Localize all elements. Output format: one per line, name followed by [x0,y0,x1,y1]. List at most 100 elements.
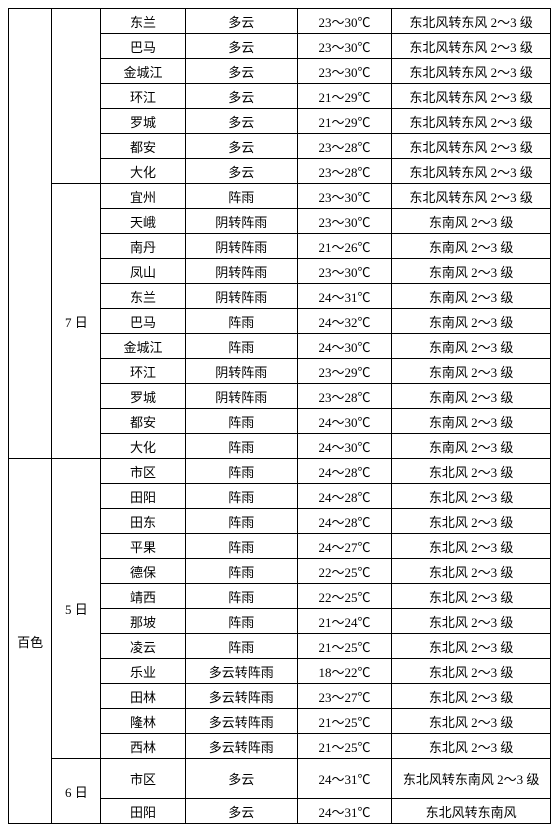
weather-cell: 多云 [185,34,297,59]
weather-cell: 阴转阵雨 [185,359,297,384]
region-cell: 百色 [9,459,52,824]
location-cell: 凌云 [101,634,185,659]
location-cell: 田阳 [101,484,185,509]
weather-cell: 多云转阵雨 [185,659,297,684]
weather-cell: 阵雨 [185,509,297,534]
wind-cell: 东北风转东风 2～3 级 [392,184,551,209]
wind-cell: 东北风转东风 2～3 级 [392,109,551,134]
location-cell: 金城江 [101,334,185,359]
wind-cell: 东南风 2～3 级 [392,434,551,459]
weather-cell: 阴转阵雨 [185,384,297,409]
weather-cell: 多云 [185,59,297,84]
temperature-cell: 18～22℃ [297,659,392,684]
temperature-cell: 23～30℃ [297,34,392,59]
location-cell: 南丹 [101,234,185,259]
wind-cell: 东北风 2～3 级 [392,534,551,559]
wind-cell: 东南风 2～3 级 [392,309,551,334]
location-cell: 巴马 [101,309,185,334]
temperature-cell: 24～27℃ [297,534,392,559]
region-cell [9,9,52,459]
temperature-cell: 21～25℃ [297,634,392,659]
weather-cell: 多云转阵雨 [185,709,297,734]
temperature-cell: 24～28℃ [297,459,392,484]
temperature-cell: 24～28℃ [297,509,392,534]
weather-forecast-table: 东兰多云23～30℃东北风转东风 2～3 级巴马多云23～30℃东北风转东风 2… [8,8,551,824]
location-cell: 环江 [101,359,185,384]
location-cell: 都安 [101,134,185,159]
wind-cell: 东南风 2～3 级 [392,384,551,409]
weather-cell: 阵雨 [185,459,297,484]
location-cell: 天峨 [101,209,185,234]
temperature-cell: 23～30℃ [297,259,392,284]
weather-cell: 多云 [185,134,297,159]
table-row: 7 日宜州阵雨23～30℃东北风转东风 2～3 级 [9,184,551,209]
wind-cell: 东南风 2～3 级 [392,284,551,309]
wind-cell: 东北风 2～3 级 [392,634,551,659]
location-cell: 德保 [101,559,185,584]
wind-cell: 东北风转东风 2～3 级 [392,84,551,109]
wind-cell: 东南风 2～3 级 [392,359,551,384]
table-row: 6 日市区多云24～31℃东北风转东南风 2～3 级 [9,759,551,799]
temperature-cell: 21～24℃ [297,609,392,634]
location-cell: 罗城 [101,109,185,134]
location-cell: 田阳 [101,799,185,824]
wind-cell: 东北风 2～3 级 [392,734,551,759]
temperature-cell: 21～26℃ [297,234,392,259]
wind-cell: 东南风 2～3 级 [392,259,551,284]
weather-cell: 阵雨 [185,534,297,559]
weather-cell: 阵雨 [185,484,297,509]
location-cell: 田东 [101,509,185,534]
wind-cell: 东北风 2～3 级 [392,709,551,734]
wind-cell: 东南风 2～3 级 [392,209,551,234]
wind-cell: 东北风转东南风 [392,799,551,824]
location-cell: 平果 [101,534,185,559]
weather-cell: 阵雨 [185,584,297,609]
temperature-cell: 21～25℃ [297,709,392,734]
location-cell: 都安 [101,409,185,434]
weather-cell: 阵雨 [185,409,297,434]
wind-cell: 东北风 2～3 级 [392,584,551,609]
wind-cell: 东北风转东风 2～3 级 [392,134,551,159]
weather-cell: 阵雨 [185,634,297,659]
location-cell: 巴马 [101,34,185,59]
location-cell: 罗城 [101,384,185,409]
wind-cell: 东北风 2～3 级 [392,559,551,584]
wind-cell: 东南风 2～3 级 [392,234,551,259]
wind-cell: 东北风转东风 2～3 级 [392,59,551,84]
day-cell: 6 日 [52,759,101,824]
weather-cell: 多云 [185,9,297,34]
location-cell: 东兰 [101,9,185,34]
wind-cell: 东北风转东南风 2～3 级 [392,759,551,799]
wind-cell: 东北风 2～3 级 [392,684,551,709]
wind-cell: 东北风转东风 2～3 级 [392,159,551,184]
temperature-cell: 23～27℃ [297,684,392,709]
weather-cell: 阵雨 [185,434,297,459]
day-cell: 7 日 [52,184,101,459]
location-cell: 田林 [101,684,185,709]
location-cell: 东兰 [101,284,185,309]
table-row: 东兰多云23～30℃东北风转东风 2～3 级 [9,9,551,34]
weather-cell: 阵雨 [185,184,297,209]
weather-cell: 多云 [185,159,297,184]
wind-cell: 东北风 2～3 级 [392,509,551,534]
wind-cell: 东北风 2～3 级 [392,484,551,509]
weather-cell: 阴转阵雨 [185,259,297,284]
temperature-cell: 23～29℃ [297,359,392,384]
temperature-cell: 24～32℃ [297,309,392,334]
wind-cell: 东北风 2～3 级 [392,459,551,484]
location-cell: 大化 [101,434,185,459]
location-cell: 乐业 [101,659,185,684]
wind-cell: 东北风转东风 2～3 级 [392,9,551,34]
temperature-cell: 21～29℃ [297,84,392,109]
temperature-cell: 24～30℃ [297,434,392,459]
temperature-cell: 24～30℃ [297,409,392,434]
temperature-cell: 23～30℃ [297,59,392,84]
location-cell: 大化 [101,159,185,184]
temperature-cell: 24～31℃ [297,759,392,799]
weather-cell: 多云 [185,799,297,824]
temperature-cell: 22～25℃ [297,584,392,609]
temperature-cell: 21～29℃ [297,109,392,134]
temperature-cell: 23～30℃ [297,184,392,209]
wind-cell: 东南风 2～3 级 [392,409,551,434]
weather-cell: 多云 [185,84,297,109]
